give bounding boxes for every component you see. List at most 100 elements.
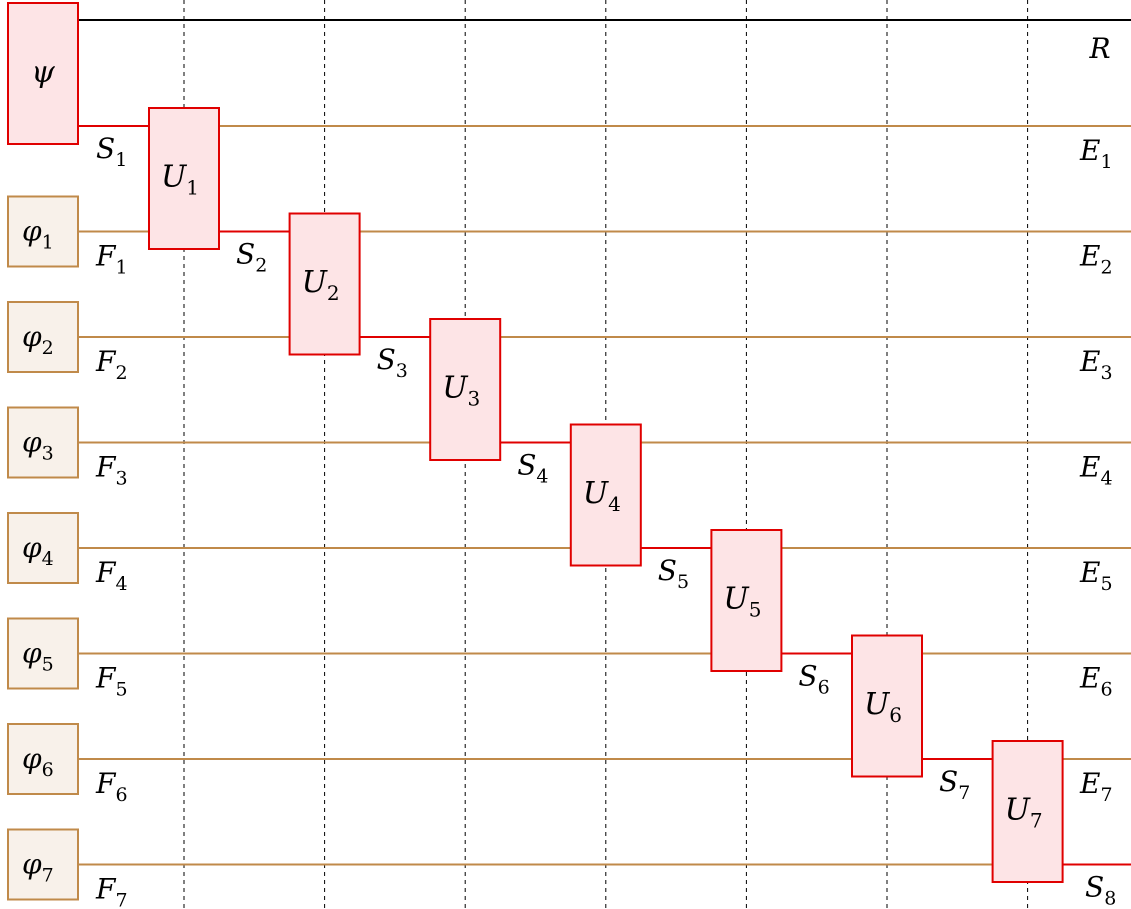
e-label: E7 bbox=[1079, 767, 1113, 806]
gate-label-base: U bbox=[1005, 793, 1032, 828]
e-label-base: E bbox=[1079, 345, 1100, 378]
e-label: E3 bbox=[1079, 345, 1113, 384]
f-label-subscript: 7 bbox=[115, 890, 127, 909]
gate-label: U5 bbox=[723, 582, 761, 622]
phi-label-subscript: 3 bbox=[42, 443, 54, 465]
phi-label-base: φ bbox=[22, 848, 42, 881]
phi-label: φ6 bbox=[22, 742, 54, 781]
phi-label-base: φ bbox=[22, 426, 42, 459]
phi-label-base: φ bbox=[22, 637, 42, 670]
phi-label-subscript: 7 bbox=[42, 865, 54, 887]
phi-label-base: φ bbox=[22, 531, 42, 564]
gate-label-base: U bbox=[161, 160, 188, 195]
s-label-base: S bbox=[658, 554, 677, 587]
f-label-subscript: 6 bbox=[115, 784, 127, 806]
psi-box bbox=[7, 2, 79, 145]
e-label-subscript: 5 bbox=[1100, 573, 1112, 595]
f-label-base: F bbox=[95, 451, 117, 484]
f-label-subscript: 5 bbox=[115, 679, 127, 701]
s-label-subscript: 5 bbox=[677, 571, 689, 593]
unitary-gate bbox=[991, 740, 1064, 883]
reference-label: R bbox=[1088, 32, 1110, 65]
phi-box bbox=[7, 301, 79, 373]
e-label-subscript: 3 bbox=[1100, 362, 1112, 384]
e-label-base: E bbox=[1079, 556, 1100, 589]
f-label-base: F bbox=[95, 767, 117, 800]
s-label-subscript: 2 bbox=[255, 255, 267, 277]
gate-label-base: U bbox=[302, 265, 329, 300]
f-label-base: F bbox=[95, 240, 117, 273]
gate-label-base: U bbox=[864, 687, 891, 722]
unitary-gate bbox=[710, 529, 783, 672]
phi-label-base: φ bbox=[22, 320, 42, 353]
phi-box bbox=[7, 512, 79, 584]
gate-label-subscript: 2 bbox=[327, 281, 340, 305]
f-label: F1 bbox=[95, 240, 128, 279]
e-label: E1 bbox=[1079, 134, 1113, 173]
unitary-gate bbox=[569, 423, 642, 567]
e-label-subscript: 6 bbox=[1100, 679, 1112, 701]
phi-box bbox=[7, 723, 79, 795]
phi-box bbox=[7, 828, 79, 901]
gate-label: U3 bbox=[442, 371, 480, 411]
s-label-base: S bbox=[96, 132, 115, 165]
gate-label-base: U bbox=[583, 476, 610, 511]
phi-label: φ4 bbox=[22, 531, 54, 570]
f-label-base: F bbox=[95, 345, 117, 378]
s-label-subscript: 4 bbox=[536, 466, 548, 488]
unitary-gate bbox=[288, 212, 361, 356]
phi-label: φ1 bbox=[22, 215, 54, 254]
f-label: F6 bbox=[95, 767, 128, 806]
phi-label-subscript: 6 bbox=[42, 759, 54, 781]
phi-label-base: φ bbox=[22, 215, 42, 248]
gate-label: U6 bbox=[864, 687, 902, 727]
phi-label: φ7 bbox=[22, 848, 54, 887]
unitary-gate bbox=[429, 318, 502, 461]
gate-label: U7 bbox=[1005, 793, 1043, 833]
f-label: F5 bbox=[95, 662, 128, 701]
e-label: E4 bbox=[1079, 451, 1113, 490]
s-label-base: S bbox=[939, 765, 958, 798]
s-label: S7 bbox=[939, 765, 970, 804]
s-label-base: S bbox=[517, 449, 536, 482]
phi-label-base: φ bbox=[22, 742, 42, 775]
psi-label: ψ bbox=[31, 55, 55, 90]
phi-label: φ2 bbox=[22, 320, 54, 359]
e-label: E2 bbox=[1079, 240, 1113, 279]
e-label-base: E bbox=[1079, 662, 1100, 695]
f-label: F4 bbox=[95, 556, 128, 595]
phi-label: φ5 bbox=[22, 637, 54, 676]
s-label-subscript: 7 bbox=[958, 782, 970, 804]
gate-label-base: U bbox=[723, 582, 750, 617]
gate-label: U4 bbox=[583, 476, 621, 516]
s-label-subscript: 3 bbox=[396, 360, 408, 382]
unitary-gate bbox=[148, 107, 220, 250]
f-label-subscript: 3 bbox=[115, 468, 127, 490]
phi-label-subscript: 5 bbox=[42, 654, 54, 676]
e-label-base: E bbox=[1079, 134, 1100, 167]
gate-label-subscript: 4 bbox=[608, 492, 621, 516]
e-label-subscript: 2 bbox=[1100, 257, 1112, 279]
unitary-gate bbox=[851, 634, 923, 778]
f-label: F7 bbox=[95, 873, 128, 909]
f-label-base: F bbox=[95, 556, 117, 589]
gate-label-subscript: 3 bbox=[467, 387, 480, 411]
gate-label-base: U bbox=[442, 371, 469, 406]
s-label-subscript: 1 bbox=[115, 149, 127, 171]
s-label: S1 bbox=[96, 132, 127, 171]
phi-label-subscript: 2 bbox=[42, 337, 54, 359]
e-label-subscript: 1 bbox=[1100, 151, 1112, 173]
f-label: F3 bbox=[95, 451, 128, 490]
e-label: E6 bbox=[1079, 662, 1113, 701]
e-label-base: E bbox=[1079, 451, 1100, 484]
gate-label-subscript: 6 bbox=[889, 703, 902, 727]
f-label-subscript: 1 bbox=[115, 257, 127, 279]
e-label-base: E bbox=[1079, 240, 1100, 273]
s-label-subscript: 8 bbox=[1104, 888, 1116, 909]
f-label-base: F bbox=[95, 873, 117, 906]
e-label-subscript: 7 bbox=[1100, 784, 1112, 806]
e-label-base: E bbox=[1079, 767, 1100, 800]
gate-label: U1 bbox=[161, 160, 199, 200]
f-label-subscript: 4 bbox=[115, 573, 127, 595]
